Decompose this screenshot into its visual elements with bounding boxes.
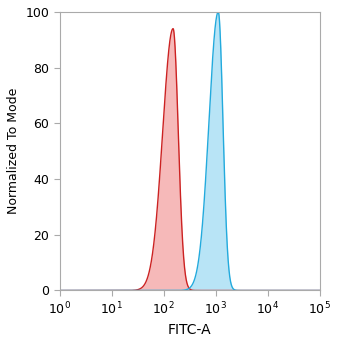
X-axis label: FITC-A: FITC-A <box>168 323 212 337</box>
Y-axis label: Normalized To Mode: Normalized To Mode <box>7 88 20 214</box>
